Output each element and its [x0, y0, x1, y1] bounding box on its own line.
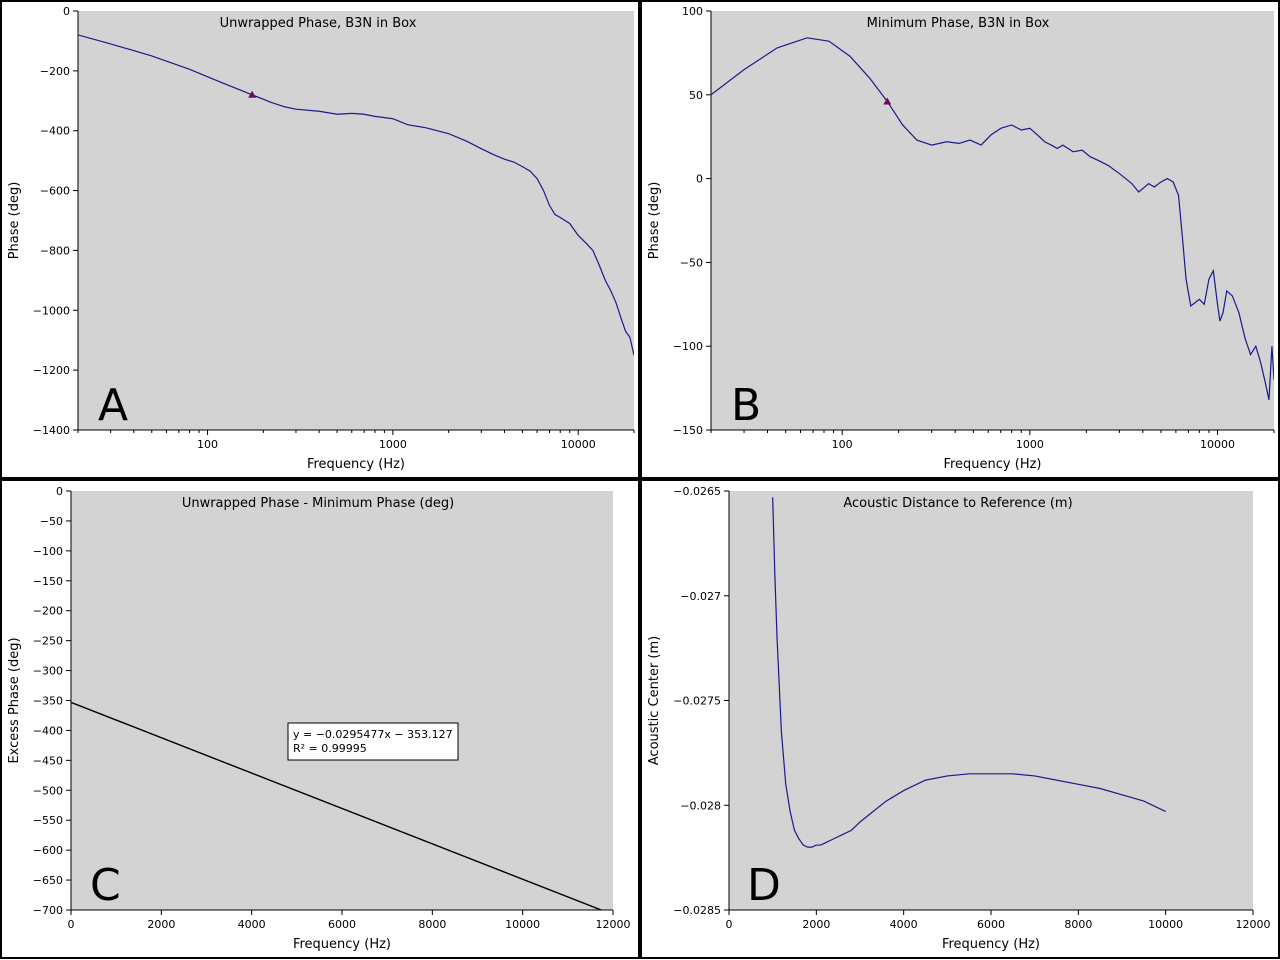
panel-letter: C [90, 860, 121, 911]
y-tick-label: −800 [40, 244, 70, 257]
data-marker [248, 90, 257, 98]
x-tick-label: 8000 [1064, 918, 1092, 931]
plot-area [78, 11, 634, 430]
panel-letter: B [731, 380, 761, 431]
plot-area [711, 11, 1274, 430]
y-tick-label: −0.0285 [673, 904, 721, 917]
x-tick-label: 8000 [418, 918, 446, 931]
series-line [71, 701, 602, 910]
y-tick-label: −1200 [33, 364, 70, 377]
y-tick-label: −150 [673, 424, 703, 437]
y-tick-label: 0 [696, 173, 703, 186]
y-axis-label: Acoustic Center (m) [647, 636, 662, 765]
y-tick-label: 100 [682, 5, 703, 18]
panel-border [0, 0, 640, 479]
x-tick-label: 1000 [379, 438, 407, 451]
x-tick-label: 12000 [596, 918, 631, 931]
trendline-equation-box [287, 722, 459, 761]
panel-b: 100 50 0 −50 −100 −150 100 1000 10000 Minimum Pha… [640, 0, 1280, 479]
y-tick-label: −350 [33, 695, 63, 708]
x-tick-label: 4000 [890, 918, 918, 931]
y-tick-label: −700 [33, 904, 63, 917]
x-tick-label: 2000 [147, 918, 175, 931]
x-tick-label: 10000 [561, 438, 596, 451]
y-tick-label: 0 [63, 5, 70, 18]
y-tick-label: −150 [33, 575, 63, 588]
y-tick-label: −400 [33, 724, 63, 737]
y-axis-label: Phase (deg) [647, 182, 662, 260]
y-tick-label: −500 [33, 784, 63, 797]
y-tick-label: −1400 [33, 424, 70, 437]
x-tick-label: 12000 [1236, 918, 1271, 931]
x-tick-label: 100 [832, 438, 853, 451]
trendline-equation: y = −0.0295477x − 353.127 [293, 728, 453, 741]
data-marker [883, 97, 892, 105]
y-tick-label: −600 [40, 185, 70, 198]
chart-title: Unwrapped Phase - Minimum Phase (deg) [182, 496, 454, 511]
chart-title: Acoustic Distance to Reference (m) [843, 496, 1072, 511]
y-tick-label: −50 [680, 256, 703, 269]
x-tick-label: 0 [726, 918, 733, 931]
y-tick-label: −250 [33, 635, 63, 648]
panel-letter: A [98, 380, 128, 431]
chart-title: Unwrapped Phase, B3N in Box [220, 16, 417, 31]
y-tick-label: −50 [40, 515, 63, 528]
series-line [78, 34, 634, 356]
y-tick-label: −100 [673, 340, 703, 353]
y-tick-label: −0.028 [680, 799, 721, 812]
x-tick-label: 6000 [328, 918, 356, 931]
y-tick-label: −650 [33, 874, 63, 887]
series-line [772, 497, 1166, 848]
y-tick-label: −550 [33, 814, 63, 827]
panel-border [640, 0, 1280, 479]
y-tick-label: −0.0265 [673, 485, 721, 498]
y-tick-label: 0 [56, 485, 63, 498]
x-tick-label: 10000 [505, 918, 540, 931]
series-line [711, 37, 1274, 400]
x-tick-label: 4000 [238, 918, 266, 931]
y-tick-label: −0.027 [680, 590, 721, 603]
x-axis-label: Frequency (Hz) [307, 457, 405, 472]
y-tick-label: −100 [33, 545, 63, 558]
x-tick-label: 10000 [1148, 918, 1183, 931]
panel-a: 0 −200 −400 −600 −800 −1000 −1200 −1400 100 1000 1… [0, 0, 640, 479]
y-tick-label: 50 [689, 89, 703, 102]
x-tick-label: 2000 [802, 918, 830, 931]
chart-title: Minimum Phase, B3N in Box [867, 16, 1050, 31]
y-tick-label: −0.0275 [673, 695, 721, 708]
x-axis-label: Frequency (Hz) [293, 937, 391, 952]
panel-border [0, 479, 640, 959]
x-tick-label: 10000 [1200, 438, 1235, 451]
x-axis-label: Frequency (Hz) [943, 457, 1041, 472]
x-tick-label: 100 [197, 438, 218, 451]
panel-d: −0.0265 −0.027 −0.0275 −0.028 −0.0285 0 2000 40… [640, 479, 1280, 959]
x-tick-label: 1000 [1016, 438, 1044, 451]
trendline-r-squared: R² = 0.99995 [293, 742, 367, 755]
x-axis-label: Frequency (Hz) [942, 937, 1040, 952]
y-tick-label: −1000 [33, 304, 70, 317]
panel-c: 0 −50 −100 −150 −200 −250 −300 −350 −400 −450 −500… [0, 479, 640, 959]
plot-area [71, 491, 613, 910]
x-tick-label: 6000 [977, 918, 1005, 931]
y-axis-label: Phase (deg) [7, 182, 22, 260]
y-tick-label: −300 [33, 665, 63, 678]
y-tick-label: −200 [33, 605, 63, 618]
plot-area [729, 491, 1253, 910]
y-tick-label: −600 [33, 844, 63, 857]
y-tick-label: −400 [40, 125, 70, 138]
y-tick-label: −450 [33, 754, 63, 767]
x-tick-label: 0 [68, 918, 75, 931]
y-tick-label: −200 [40, 65, 70, 78]
y-axis-label: Excess Phase (deg) [7, 637, 22, 763]
panel-border [640, 479, 1280, 959]
panel-letter: D [747, 860, 781, 911]
